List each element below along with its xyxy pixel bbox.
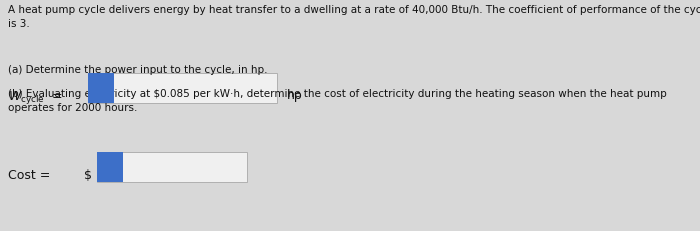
FancyBboxPatch shape — [88, 73, 114, 103]
Text: (b) Evaluating electricity at $0.085 per kW·h, determine the cost of electricity: (b) Evaluating electricity at $0.085 per… — [8, 89, 667, 113]
Text: (a) Determine the power input to the cycle, in hp.: (a) Determine the power input to the cyc… — [8, 65, 268, 75]
Text: Cost =: Cost = — [8, 169, 51, 182]
Text: $\it{W}_{\rm{cycle}}$  =: $\it{W}_{\rm{cycle}}$ = — [8, 89, 63, 106]
FancyBboxPatch shape — [97, 152, 123, 182]
FancyBboxPatch shape — [88, 73, 276, 103]
FancyBboxPatch shape — [97, 152, 247, 182]
Text: A heat pump cycle delivers energy by heat transfer to a dwelling at a rate of 40: A heat pump cycle delivers energy by hea… — [8, 5, 700, 29]
Text: $: $ — [84, 169, 92, 182]
Text: hp: hp — [287, 89, 302, 102]
